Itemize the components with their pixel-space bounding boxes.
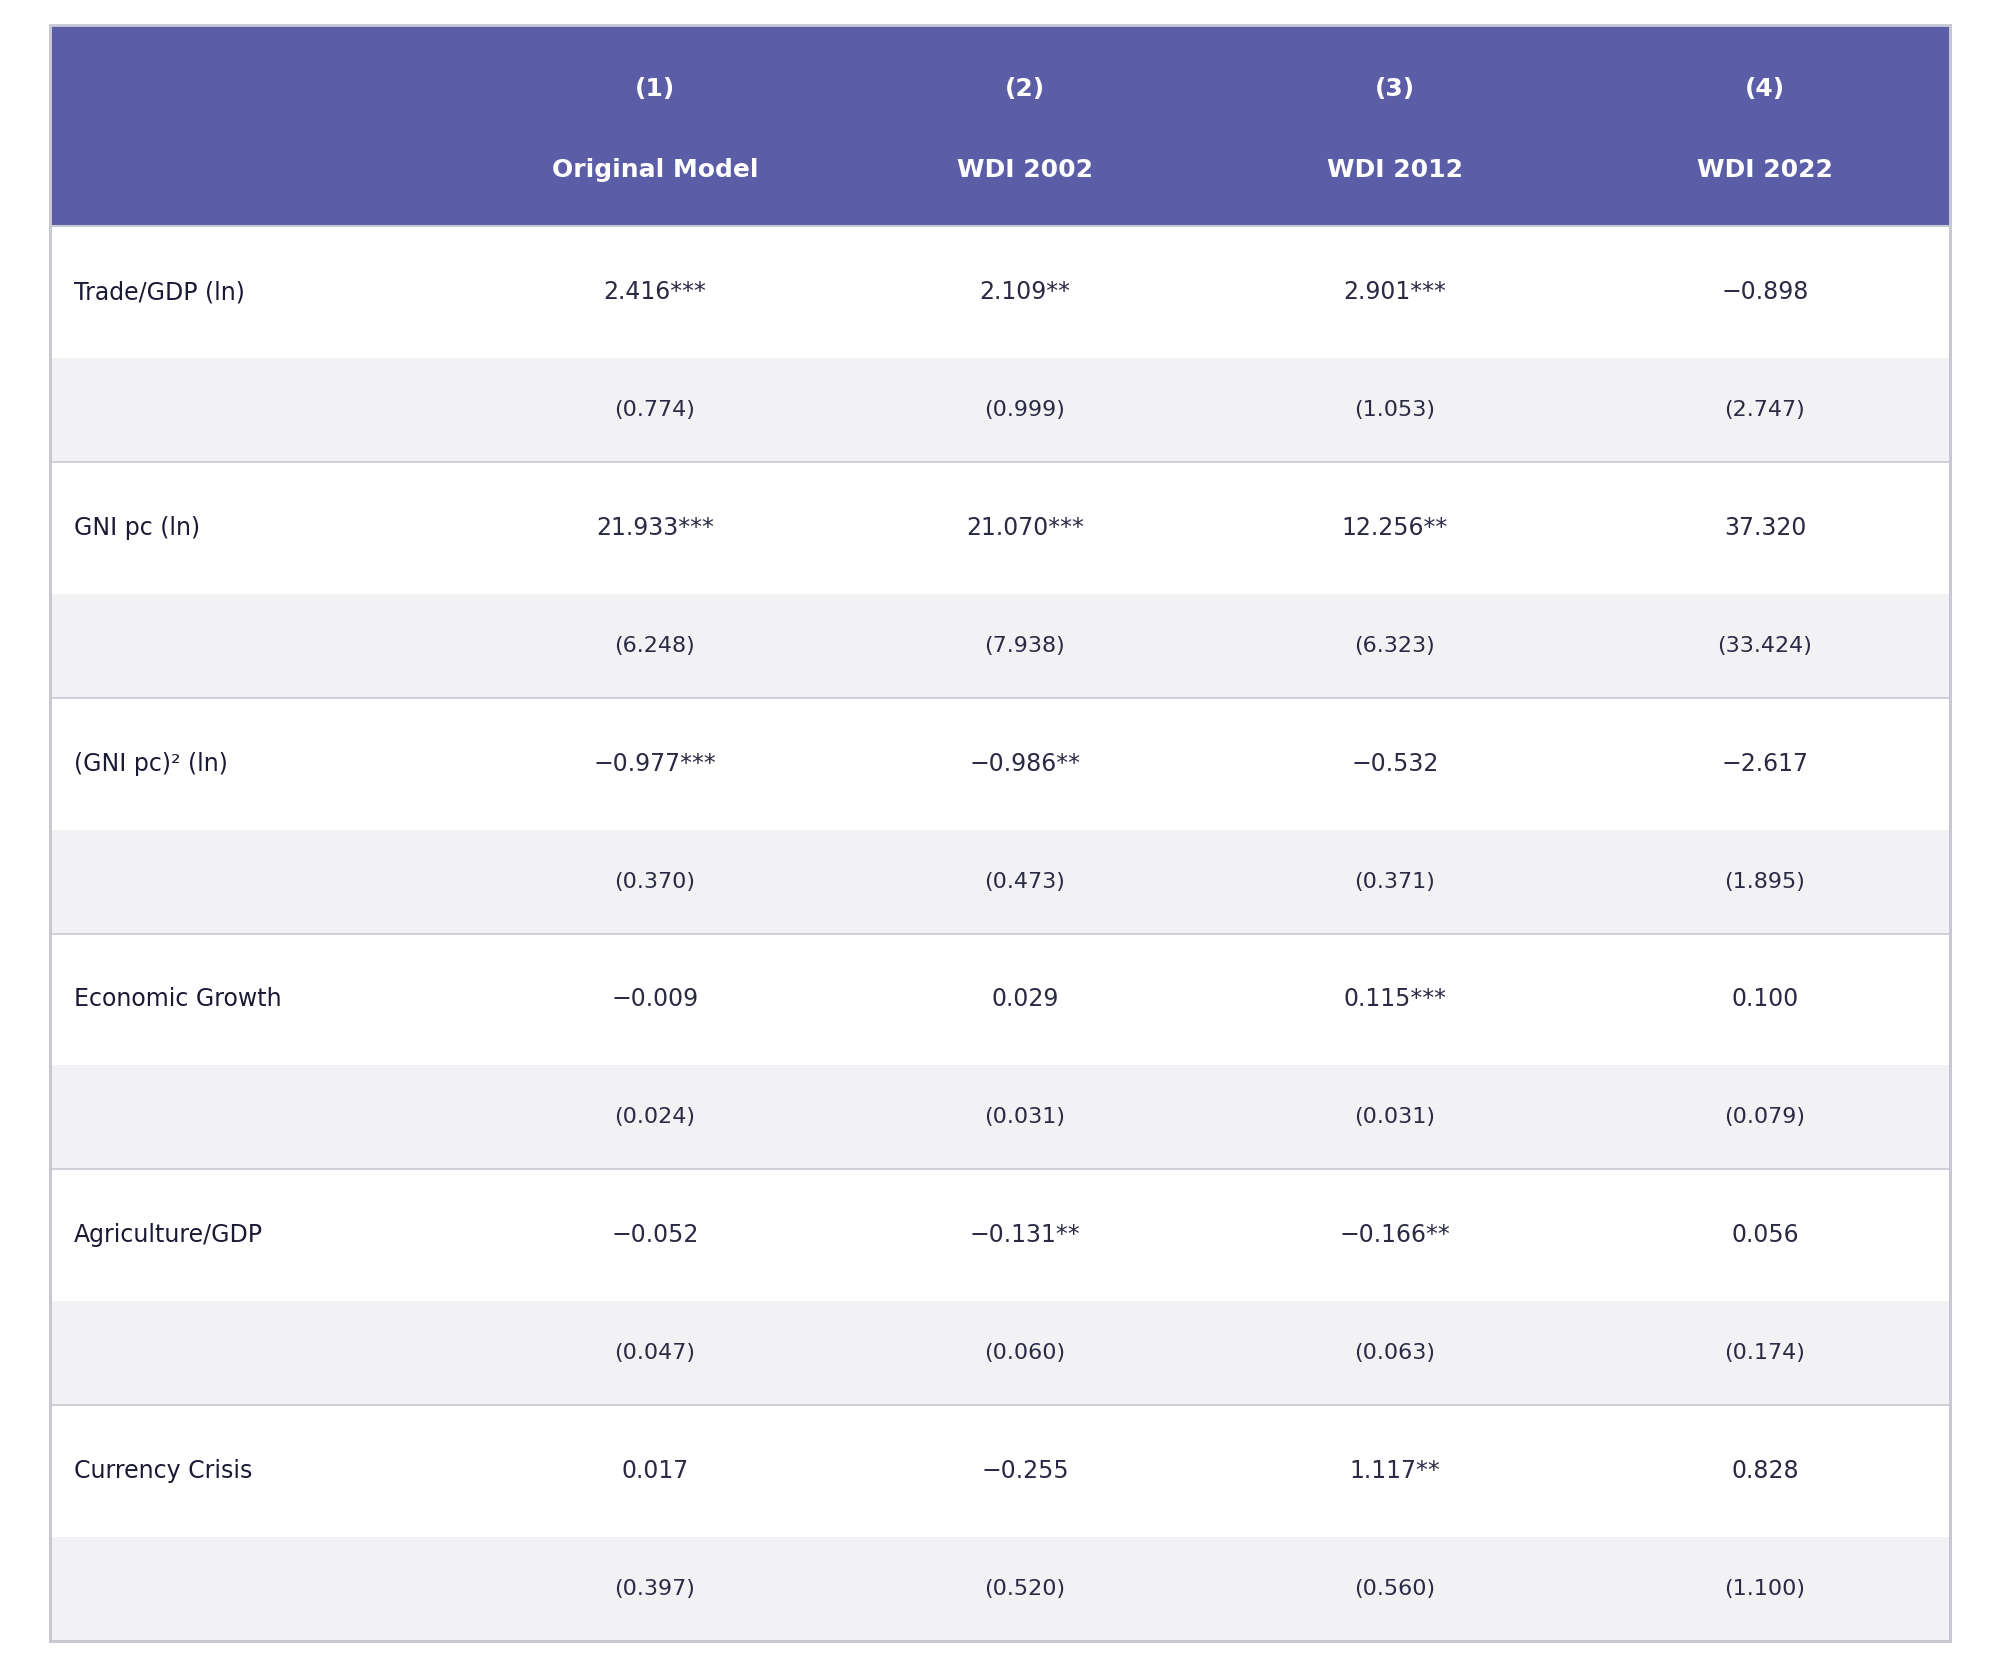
Text: (33.424): (33.424) bbox=[1718, 636, 1812, 656]
Text: (0.774): (0.774) bbox=[614, 400, 696, 420]
Text: (1.895): (1.895) bbox=[1724, 871, 1806, 891]
Text: (0.031): (0.031) bbox=[984, 1108, 1066, 1128]
Text: (7.938): (7.938) bbox=[984, 636, 1066, 656]
Text: WDI 2022: WDI 2022 bbox=[1698, 158, 1832, 182]
Text: 37.320: 37.320 bbox=[1724, 516, 1806, 540]
Text: (0.370): (0.370) bbox=[614, 871, 696, 891]
Text: (2.747): (2.747) bbox=[1724, 400, 1806, 420]
Text: −0.986**: −0.986** bbox=[970, 751, 1080, 776]
Text: (0.371): (0.371) bbox=[1354, 871, 1436, 891]
Text: (0.031): (0.031) bbox=[1354, 1108, 1436, 1128]
Text: (6.323): (6.323) bbox=[1354, 636, 1436, 656]
Text: (3): (3) bbox=[1374, 77, 1416, 102]
Text: 12.256**: 12.256** bbox=[1342, 516, 1448, 540]
Text: 21.933***: 21.933*** bbox=[596, 516, 714, 540]
Text: 2.109**: 2.109** bbox=[980, 280, 1070, 303]
Text: (0.999): (0.999) bbox=[984, 400, 1066, 420]
Text: 2.901***: 2.901*** bbox=[1344, 280, 1446, 303]
Text: 0.056: 0.056 bbox=[1732, 1223, 1798, 1248]
Text: (1.100): (1.100) bbox=[1724, 1579, 1806, 1599]
Text: (0.060): (0.060) bbox=[984, 1343, 1066, 1363]
Text: (0.473): (0.473) bbox=[984, 871, 1066, 891]
Text: 2.416***: 2.416*** bbox=[604, 280, 706, 303]
Text: 0.017: 0.017 bbox=[622, 1459, 688, 1483]
Text: Economic Growth: Economic Growth bbox=[74, 988, 282, 1011]
Text: −0.532: −0.532 bbox=[1352, 751, 1438, 776]
Text: (1): (1) bbox=[634, 77, 676, 102]
Text: Agriculture/GDP: Agriculture/GDP bbox=[74, 1223, 264, 1248]
Text: (0.047): (0.047) bbox=[614, 1343, 696, 1363]
Text: 0.115***: 0.115*** bbox=[1344, 988, 1446, 1011]
Text: WDI 2002: WDI 2002 bbox=[958, 158, 1092, 182]
Text: Currency Crisis: Currency Crisis bbox=[74, 1459, 252, 1483]
Text: GNI pc (ln): GNI pc (ln) bbox=[74, 516, 200, 540]
Text: (2): (2) bbox=[1004, 77, 1046, 102]
Text: 0.828: 0.828 bbox=[1732, 1459, 1798, 1483]
Text: (0.397): (0.397) bbox=[614, 1579, 696, 1599]
Text: Original Model: Original Model bbox=[552, 158, 758, 182]
Text: (GNI pc)² (ln): (GNI pc)² (ln) bbox=[74, 751, 228, 776]
Text: 1.117**: 1.117** bbox=[1350, 1459, 1440, 1483]
Text: −0.898: −0.898 bbox=[1722, 280, 1808, 303]
Text: −0.255: −0.255 bbox=[982, 1459, 1068, 1483]
Text: (0.079): (0.079) bbox=[1724, 1108, 1806, 1128]
Text: (0.520): (0.520) bbox=[984, 1579, 1066, 1599]
Text: −0.977***: −0.977*** bbox=[594, 751, 716, 776]
Text: −0.166**: −0.166** bbox=[1340, 1223, 1450, 1248]
Text: (0.024): (0.024) bbox=[614, 1108, 696, 1128]
Text: (0.560): (0.560) bbox=[1354, 1579, 1436, 1599]
Text: −0.052: −0.052 bbox=[612, 1223, 698, 1248]
Text: −0.009: −0.009 bbox=[612, 988, 698, 1011]
Text: (4): (4) bbox=[1744, 77, 1786, 102]
Text: Trade/GDP (ln): Trade/GDP (ln) bbox=[74, 280, 244, 303]
Text: 21.070***: 21.070*** bbox=[966, 516, 1084, 540]
Text: (0.063): (0.063) bbox=[1354, 1343, 1436, 1363]
Text: 0.029: 0.029 bbox=[992, 988, 1058, 1011]
Text: (6.248): (6.248) bbox=[614, 636, 696, 656]
Text: (1.053): (1.053) bbox=[1354, 400, 1436, 420]
Text: WDI 2012: WDI 2012 bbox=[1328, 158, 1464, 182]
Text: 0.100: 0.100 bbox=[1732, 988, 1798, 1011]
Text: −0.131**: −0.131** bbox=[970, 1223, 1080, 1248]
Text: (0.174): (0.174) bbox=[1724, 1343, 1806, 1363]
Text: −2.617: −2.617 bbox=[1722, 751, 1808, 776]
